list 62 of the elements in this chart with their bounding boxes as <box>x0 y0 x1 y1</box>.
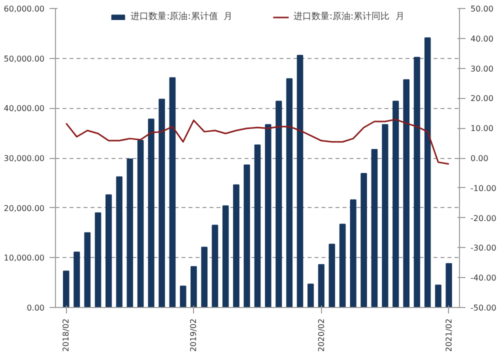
bar <box>382 124 388 308</box>
bar <box>233 184 240 308</box>
bar <box>414 56 420 308</box>
y2-tick-label: 40.00 <box>470 34 494 44</box>
bar <box>446 263 452 308</box>
bar <box>126 158 134 308</box>
bar <box>339 224 346 308</box>
bar <box>190 266 197 308</box>
bar <box>201 246 208 308</box>
y2-tick-label: 50.00 <box>470 4 494 14</box>
bar <box>328 244 336 308</box>
y2-tick-label: -10.00 <box>470 184 496 193</box>
bar <box>222 205 229 308</box>
line-series <box>65 118 450 165</box>
bar <box>212 224 218 308</box>
bar <box>180 286 186 308</box>
y-tick-label: 60,000.00 <box>4 4 45 14</box>
bar <box>74 252 80 308</box>
bar <box>318 264 324 308</box>
bar <box>158 98 165 308</box>
bar <box>244 164 250 308</box>
y-tick-label: 40,000.00 <box>4 104 45 114</box>
y2-tick-label: -20.00 <box>470 214 496 223</box>
bar <box>424 37 431 308</box>
bar <box>264 124 272 308</box>
y2-tick-label: 10.00 <box>470 124 494 134</box>
x-tick-label: 2018/02 <box>62 318 71 352</box>
y2-tick-label: 0.00 <box>470 154 488 163</box>
bar <box>84 232 91 308</box>
y-tick-label: 50,000.00 <box>4 54 45 64</box>
x-tick-label: 2021/02 <box>444 318 454 352</box>
bar <box>296 54 304 308</box>
bar <box>169 77 176 308</box>
bar <box>254 144 261 308</box>
bar <box>435 284 442 308</box>
bar <box>392 100 399 308</box>
y-tick-label: 30,000.00 <box>4 154 45 163</box>
bar <box>286 78 293 308</box>
bar <box>148 118 154 308</box>
bar <box>116 176 122 308</box>
bar <box>137 140 144 308</box>
y2-tick-label: -40.00 <box>470 274 496 283</box>
bar <box>403 79 410 308</box>
x-tick-label: 2019/02 <box>189 318 198 352</box>
bar <box>94 212 102 308</box>
legend-label: 进口数量:原油:累计同比 月 <box>294 10 404 23</box>
bar <box>276 100 282 308</box>
bar <box>371 149 378 308</box>
y2-tick-label: -50.00 <box>470 304 496 312</box>
y2-tick-label: 20.00 <box>470 94 494 104</box>
y-tick-label: 10,000.00 <box>4 254 45 263</box>
y-tick-label: 0.00 <box>26 304 44 312</box>
bar <box>360 172 367 308</box>
y2-tick-label: 30.00 <box>470 64 494 74</box>
legend-label: 进口数量:原油:累计值 月 <box>130 10 232 23</box>
bar <box>106 194 112 308</box>
y2-tick-label: -30.00 <box>470 244 496 253</box>
y-tick-label: 20,000.00 <box>4 204 45 213</box>
x-tick-label: 2020/02 <box>316 318 326 352</box>
bar <box>308 284 314 308</box>
bar <box>62 270 70 308</box>
bar <box>350 199 356 308</box>
